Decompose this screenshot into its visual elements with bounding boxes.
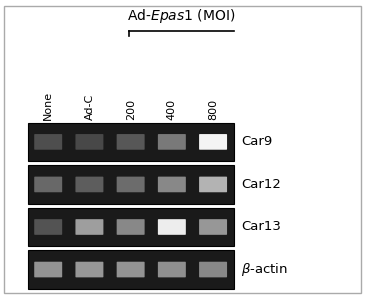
FancyBboxPatch shape	[34, 177, 62, 192]
FancyBboxPatch shape	[34, 134, 62, 150]
FancyBboxPatch shape	[117, 134, 145, 150]
FancyBboxPatch shape	[199, 219, 227, 235]
FancyBboxPatch shape	[34, 262, 62, 277]
Text: $\beta$-actin: $\beta$-actin	[241, 261, 288, 278]
Bar	[28, 165, 234, 204]
FancyBboxPatch shape	[34, 219, 62, 235]
Bar	[28, 250, 234, 289]
FancyBboxPatch shape	[199, 177, 227, 192]
FancyBboxPatch shape	[75, 134, 103, 150]
FancyBboxPatch shape	[158, 219, 186, 235]
FancyBboxPatch shape	[75, 219, 103, 235]
FancyBboxPatch shape	[199, 134, 227, 150]
Bar	[28, 123, 234, 161]
Text: 800: 800	[208, 99, 218, 120]
Text: Ad-$\mathit{Epas1}$ (MOI): Ad-$\mathit{Epas1}$ (MOI)	[127, 7, 236, 25]
Text: 400: 400	[167, 99, 177, 120]
Text: Ad-C: Ad-C	[84, 94, 95, 120]
FancyBboxPatch shape	[117, 219, 145, 235]
FancyBboxPatch shape	[4, 6, 361, 293]
FancyBboxPatch shape	[117, 262, 145, 277]
FancyBboxPatch shape	[75, 262, 103, 277]
Text: Car13: Car13	[241, 221, 281, 234]
FancyBboxPatch shape	[75, 177, 103, 192]
FancyBboxPatch shape	[158, 262, 186, 277]
FancyBboxPatch shape	[199, 262, 227, 277]
Text: Car12: Car12	[241, 178, 281, 191]
Bar	[28, 208, 234, 246]
FancyBboxPatch shape	[117, 177, 145, 192]
FancyBboxPatch shape	[158, 177, 186, 192]
FancyBboxPatch shape	[158, 134, 186, 150]
Text: None: None	[43, 91, 53, 120]
Text: 200: 200	[125, 99, 136, 120]
Text: Car9: Car9	[241, 135, 272, 148]
